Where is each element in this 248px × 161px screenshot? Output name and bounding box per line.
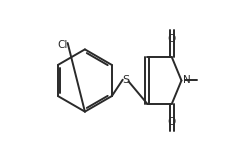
Text: S: S — [122, 76, 129, 85]
Text: O: O — [168, 34, 176, 44]
Text: O: O — [168, 117, 176, 127]
Text: N: N — [183, 76, 190, 85]
Text: Cl: Cl — [57, 40, 68, 50]
